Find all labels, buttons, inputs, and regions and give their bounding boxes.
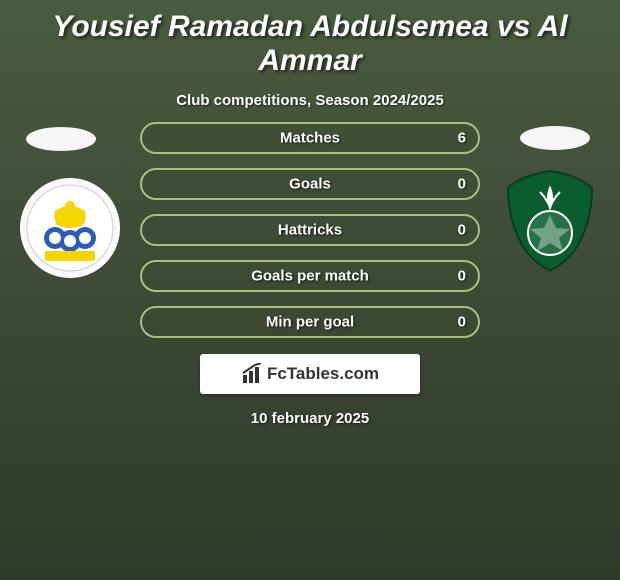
- stat-right-value: 0: [458, 176, 466, 193]
- club-crest-left-icon: [25, 183, 115, 273]
- club-logo-left: [20, 178, 120, 278]
- stat-label: Matches: [280, 130, 340, 147]
- country-flag-right: [520, 126, 590, 150]
- country-flag-left: [26, 127, 96, 151]
- club-logo-right: [500, 170, 600, 270]
- stat-label: Hattricks: [278, 222, 342, 239]
- stat-right-value: 0: [458, 268, 466, 285]
- stat-right-value: 0: [458, 314, 466, 331]
- date-text: 10 february 2025: [0, 410, 620, 427]
- stat-label: Goals per match: [251, 268, 369, 285]
- brand-text: FcTables.com: [267, 364, 379, 384]
- stat-row-matches: Matches 6: [140, 122, 480, 154]
- stat-row-min-per-goal: Min per goal 0: [140, 306, 480, 338]
- page-title: Yousief Ramadan Abdulsemea vs Al Ammar: [0, 0, 620, 78]
- page-subtitle: Club competitions, Season 2024/2025: [0, 92, 620, 109]
- stats-list: Matches 6 Goals 0 Hattricks 0 Goals per …: [140, 122, 480, 352]
- stat-row-goals-per-match: Goals per match 0: [140, 260, 480, 292]
- stat-row-goals: Goals 0: [140, 168, 480, 200]
- stat-row-hattricks: Hattricks 0: [140, 214, 480, 246]
- stat-label: Min per goal: [266, 314, 354, 331]
- stat-label: Goals: [289, 176, 331, 193]
- club-crest-right-icon: [500, 168, 600, 273]
- brand-box: FcTables.com: [200, 354, 420, 394]
- stat-right-value: 6: [458, 130, 466, 147]
- brand-chart-icon: [241, 363, 263, 385]
- stat-right-value: 0: [458, 222, 466, 239]
